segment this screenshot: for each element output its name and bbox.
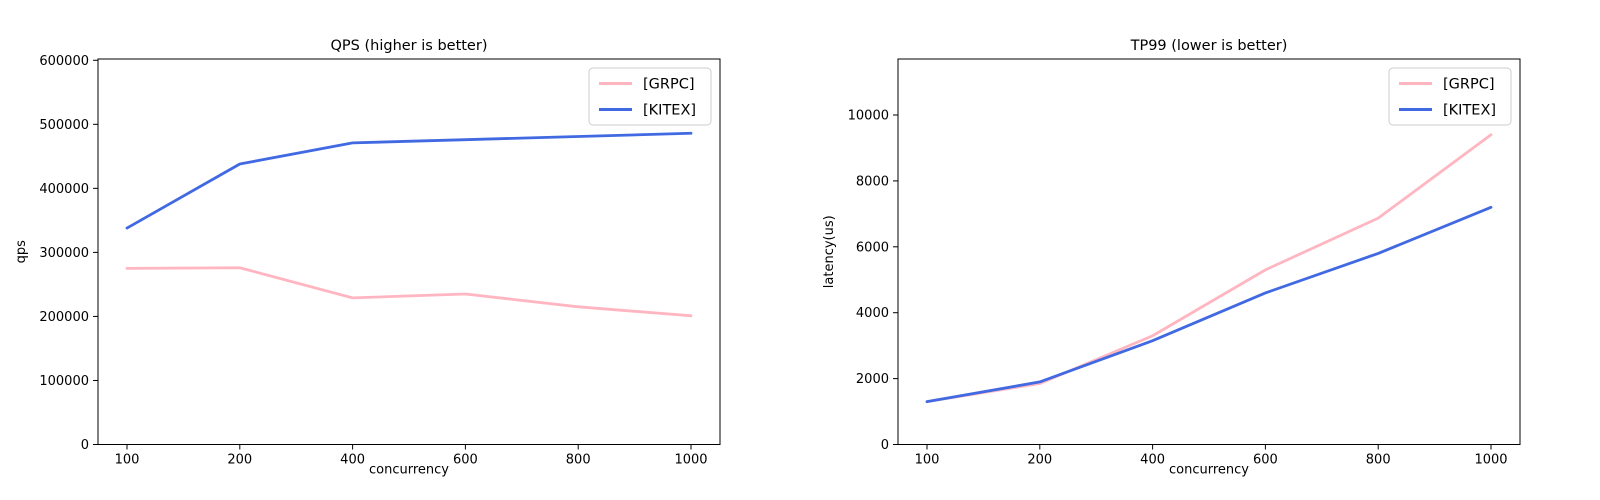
x-tick-label: 200	[227, 453, 252, 468]
x-tick-label: 800	[566, 453, 591, 468]
tp99-chart: 0 2000 4000 6000 8000 10000 100 200 400 600 800 100…	[822, 38, 1521, 478]
chart-title: TP99 (lower is better)	[1130, 38, 1288, 54]
y-tick-label: 6000	[856, 240, 889, 255]
y-tick-label: 600000	[39, 54, 89, 69]
x-tick-label: 600	[1253, 453, 1278, 468]
x-tick-label: 400	[1140, 453, 1165, 468]
series-line-kitex	[925, 205, 1493, 404]
legend: [GRPC] [KITEX]	[1388, 67, 1512, 126]
y-tick-label: 10000	[848, 109, 889, 124]
x-tick-label: 1000	[674, 453, 707, 468]
x-tick-label: 100	[115, 453, 140, 468]
y-tick-label: 4000	[856, 306, 889, 321]
y-tick-label: 2000	[856, 372, 889, 387]
x-tick-label: 600	[453, 453, 478, 468]
qps-chart: 0 100000 200000 300000 400000 500000 600000 100…	[14, 38, 721, 478]
legend: [GRPC] [KITEX]	[588, 67, 712, 126]
x-tick-label: 400	[340, 453, 365, 468]
legend-label: [GRPC]	[1443, 77, 1495, 93]
legend-label: [KITEX]	[1443, 103, 1496, 119]
x-tick-label: 200	[1027, 453, 1052, 468]
chart-title: QPS (higher is better)	[331, 38, 488, 54]
y-tick-label: 500000	[39, 118, 89, 133]
y-tick-label: 200000	[39, 310, 89, 325]
series-line-grpc	[125, 266, 693, 318]
y-tick-label: 300000	[39, 246, 89, 261]
x-tick-label: 1000	[1474, 453, 1507, 468]
x-tick-label: 800	[1366, 453, 1391, 468]
series-line-grpc	[925, 133, 1493, 404]
y-tick-label: 400000	[39, 182, 89, 197]
x-axis-label: concurrency	[1169, 463, 1249, 478]
legend-label: [KITEX]	[643, 103, 696, 119]
y-tick-label: 0	[881, 438, 889, 453]
y-tick-label: 0	[81, 438, 89, 453]
y-axis-label: latency(us)	[822, 215, 837, 288]
y-tick-label: 8000	[856, 174, 889, 189]
series-line-kitex	[125, 131, 693, 230]
plot-border	[897, 58, 1521, 445]
legend-label: [GRPC]	[643, 77, 695, 93]
x-tick-label: 100	[915, 453, 940, 468]
x-axis-label: concurrency	[369, 463, 449, 478]
plot-border	[97, 58, 721, 445]
y-axis-label: qps	[14, 240, 29, 264]
y-tick-label: 100000	[39, 374, 89, 389]
